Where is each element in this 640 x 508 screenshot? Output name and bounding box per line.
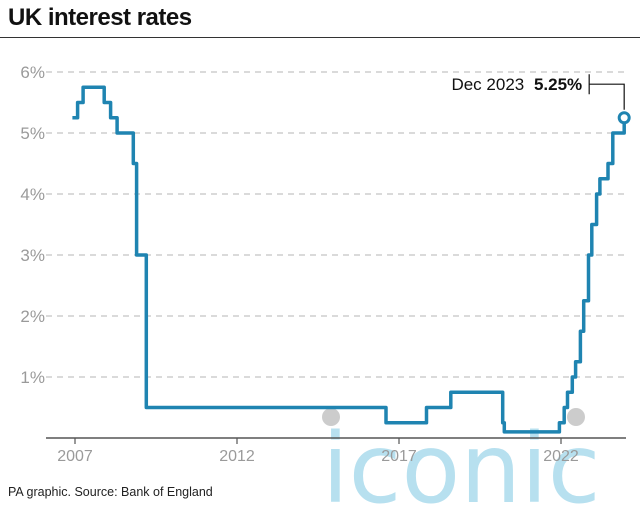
x-axis-ticks: 2007 2012 2017 2022 <box>57 438 579 465</box>
x-tick-label: 2012 <box>219 448 255 465</box>
title-divider <box>0 37 640 38</box>
y-tick-label: 4% <box>20 185 45 204</box>
iconic-watermark: iconic <box>322 408 600 508</box>
latest-value-annotation: Dec 2023 5.25% <box>451 74 625 110</box>
watermark-dot <box>322 408 340 426</box>
annotation-date: Dec 2023 <box>451 75 524 94</box>
annotation-leader-line <box>588 74 625 110</box>
y-tick-label: 6% <box>20 63 45 82</box>
y-gridlines <box>46 71 626 378</box>
y-axis-ticks: 1% 2% 3% 4% 5% 6% <box>20 63 45 387</box>
y-tick-label: 2% <box>20 307 45 326</box>
source-credit: PA graphic. Source: Bank of England <box>8 485 213 499</box>
y-tick-label: 3% <box>20 246 45 265</box>
bank-rate-line <box>72 85 626 434</box>
latest-value-marker <box>617 111 631 125</box>
watermark-text: iconic <box>322 413 600 508</box>
annotation-value: 5.25% <box>534 75 582 94</box>
y-tick-label: 5% <box>20 124 45 143</box>
y-tick-label: 1% <box>20 368 45 387</box>
x-tick-label: 2022 <box>543 448 579 465</box>
x-tick-label: 2007 <box>57 448 93 465</box>
watermark-dot <box>567 408 585 426</box>
chart-title: UK interest rates <box>8 4 192 31</box>
x-tick-label: 2017 <box>381 448 417 465</box>
annotation-label: Dec 2023 5.25% <box>451 75 582 94</box>
